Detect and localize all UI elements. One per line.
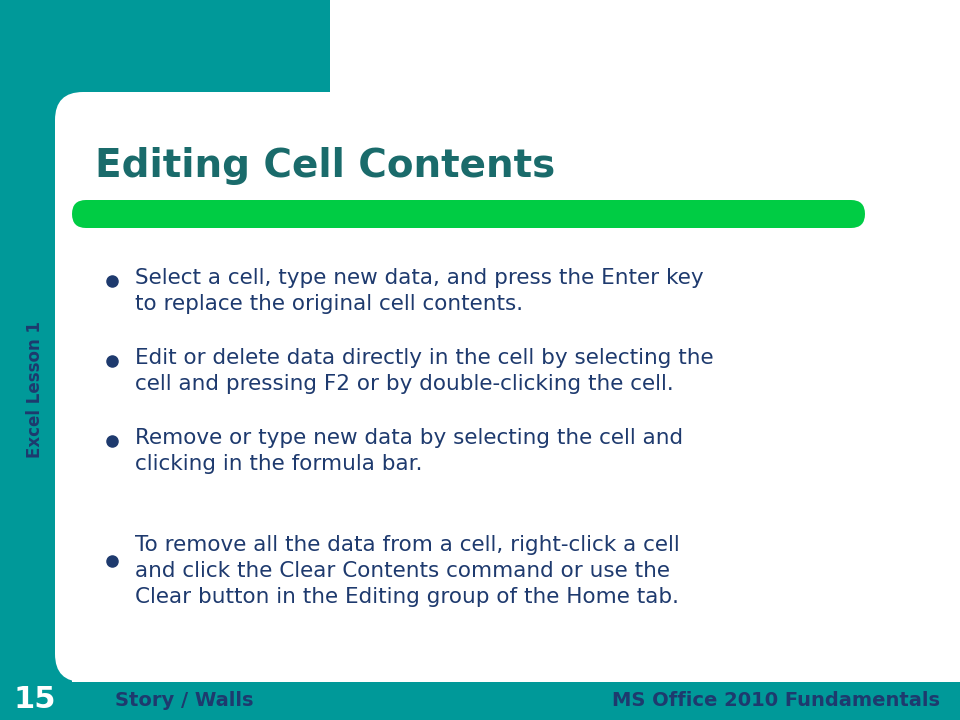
Text: 15: 15 <box>13 685 57 714</box>
Bar <box>0 0 330 110</box>
Text: Remove or type new data by selecting the cell and: Remove or type new data by selecting the… <box>135 428 684 448</box>
Text: clicking in the formula bar.: clicking in the formula bar. <box>135 454 422 474</box>
Text: Excel Lesson 1: Excel Lesson 1 <box>26 322 44 459</box>
Text: Select a cell, type new data, and press the Enter key: Select a cell, type new data, and press … <box>135 268 704 288</box>
Bar <box>0 0 72 720</box>
Text: Editing Cell Contents: Editing Cell Contents <box>95 147 555 185</box>
Text: to replace the original cell contents.: to replace the original cell contents. <box>135 294 523 314</box>
Text: Story / Walls: Story / Walls <box>115 690 253 709</box>
FancyBboxPatch shape <box>55 92 955 682</box>
Text: and click the Clear Contents command or use the: and click the Clear Contents command or … <box>135 561 670 581</box>
FancyBboxPatch shape <box>72 200 865 228</box>
Text: Edit or delete data directly in the cell by selecting the: Edit or delete data directly in the cell… <box>135 348 713 368</box>
Text: To remove all the data from a cell, right-click a cell: To remove all the data from a cell, righ… <box>135 535 680 555</box>
Text: cell and pressing F2 or by double-clicking the cell.: cell and pressing F2 or by double-clicki… <box>135 374 674 394</box>
Bar <box>72 690 960 720</box>
Text: MS Office 2010 Fundamentals: MS Office 2010 Fundamentals <box>612 690 940 709</box>
Bar <box>0 690 960 720</box>
Bar <box>0 682 960 720</box>
Text: Clear button in the Editing group of the Home tab.: Clear button in the Editing group of the… <box>135 587 679 607</box>
